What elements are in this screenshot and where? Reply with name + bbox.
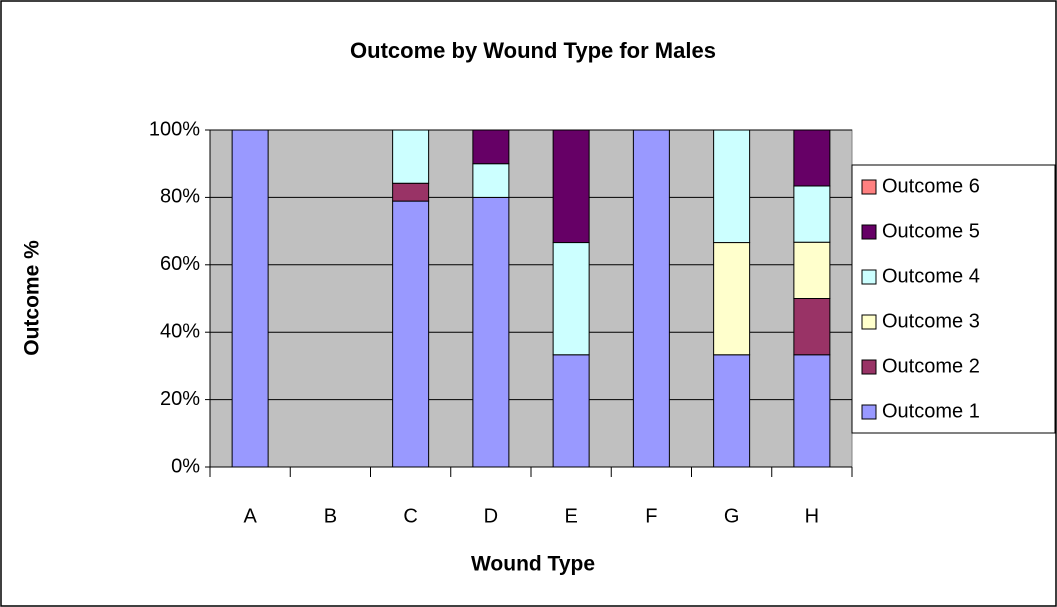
legend-label: Outcome 1 [882, 400, 980, 422]
plot-area [209, 129, 853, 468]
bar-segment [472, 196, 510, 468]
x-tick-label: F [645, 505, 657, 527]
bar-segment [793, 241, 831, 299]
bar-segment [552, 129, 590, 244]
bar-segment [231, 129, 269, 468]
legend-swatch [861, 404, 877, 420]
legend-swatch [861, 179, 877, 195]
legend-label: Outcome 4 [882, 265, 980, 287]
x-tick-label: B [324, 505, 337, 527]
x-tick-label: C [403, 505, 417, 527]
legend-swatch [861, 269, 877, 285]
bar-segment [793, 129, 831, 187]
bar-segment [713, 354, 751, 468]
y-tick-label: 0% [171, 455, 200, 477]
bar-segment [472, 163, 510, 198]
legend-label: Outcome 3 [882, 310, 980, 332]
x-tick-label: E [564, 505, 577, 527]
y-tick-label: 80% [160, 186, 200, 208]
x-tick-label: H [805, 505, 819, 527]
y-axis-label: Outcome % [21, 240, 44, 356]
x-tick-label: G [724, 505, 740, 527]
legend-swatch [861, 224, 877, 240]
bar-segment [552, 242, 590, 356]
x-axis-label: Wound Type [471, 553, 595, 576]
legend-label: Outcome 5 [882, 220, 980, 242]
legend-label: Outcome 6 [882, 175, 980, 197]
x-tick-label: A [243, 505, 257, 527]
y-tick-label: 100% [149, 118, 200, 140]
legend-swatch [861, 314, 877, 330]
x-tick-label: D [484, 505, 498, 527]
legend-label: Outcome 2 [882, 355, 980, 377]
legend-box [851, 164, 1056, 434]
bar-segment [392, 182, 430, 202]
y-tick-label: 60% [160, 253, 200, 275]
y-tick-label: 40% [160, 320, 200, 342]
chart-title: Outcome by Wound Type for Males [350, 38, 716, 63]
bar-segment [793, 298, 831, 356]
bar-segment [713, 242, 751, 356]
bar-segment [713, 129, 751, 244]
y-tick-label: 20% [160, 388, 200, 410]
bar-segment [552, 354, 590, 468]
bar-segment [392, 129, 430, 184]
bar-segment [472, 129, 510, 165]
bar-segment [392, 200, 430, 468]
legend-swatch [861, 359, 877, 375]
bar-segment [793, 185, 831, 243]
bar-segment [793, 354, 831, 468]
bar-segment [632, 129, 670, 468]
